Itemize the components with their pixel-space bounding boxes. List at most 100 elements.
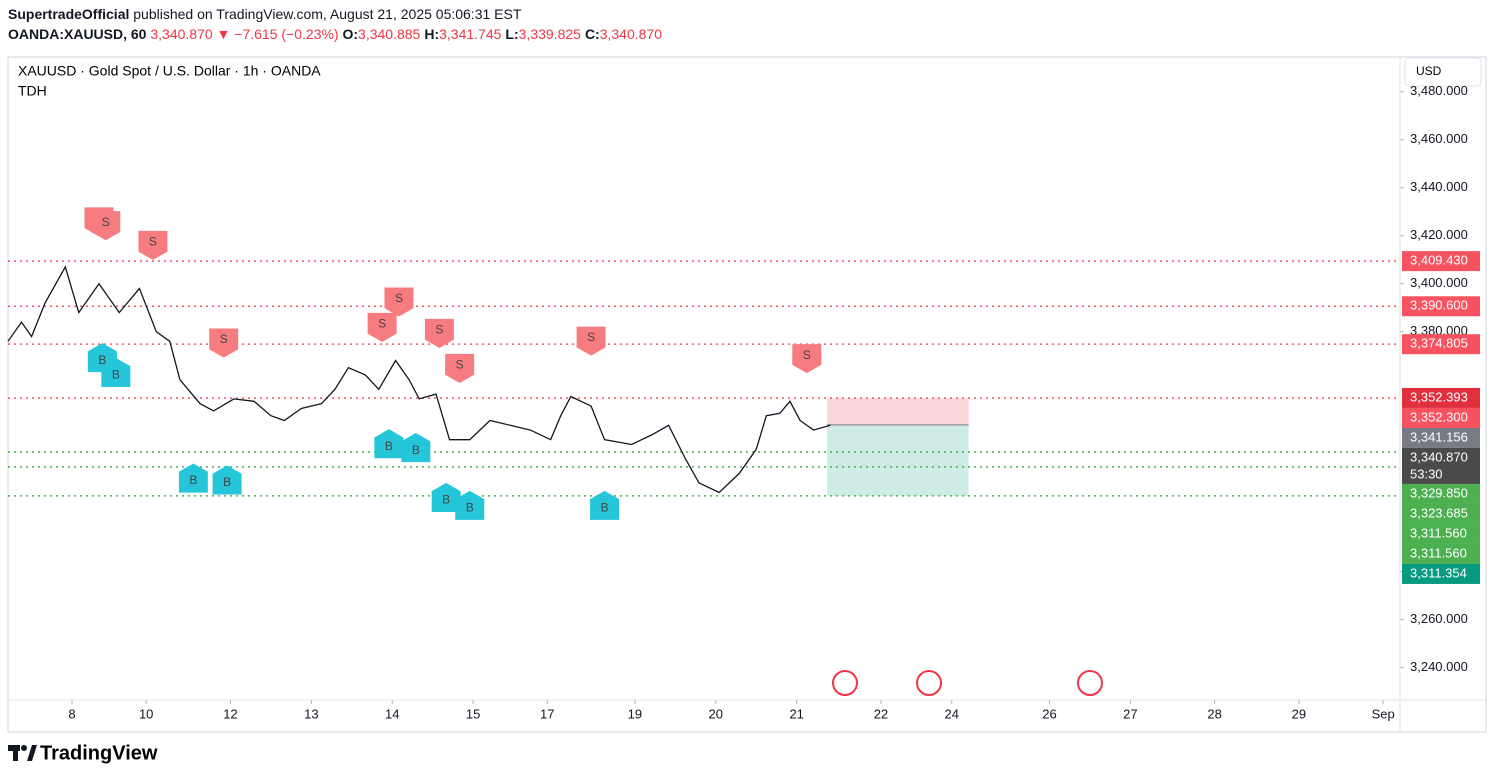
ohlc-key: L: [505, 26, 519, 42]
signal-shape [91, 211, 121, 241]
signal-shape [384, 287, 414, 317]
x-tick-label: 8 [68, 706, 75, 721]
x-tick-label: 24 [944, 706, 958, 721]
y-tick-label: 3,440.000 [1410, 179, 1468, 194]
sell-signal: S [445, 353, 475, 383]
logo: TradingView [8, 742, 158, 764]
buy-signal: B [590, 490, 620, 520]
signal-label: S [803, 348, 811, 362]
price-label: 3,352.393 [1410, 389, 1468, 404]
signal-label: S [395, 291, 403, 305]
sell-signal: S [138, 230, 168, 260]
price-label: 3,311.560 [1410, 525, 1467, 540]
signal-shape [374, 429, 404, 459]
y-tick-label: 3,400.000 [1410, 275, 1468, 290]
signal-shape [424, 318, 454, 348]
y-tick-label: 3,460.000 [1410, 131, 1468, 146]
price-line [7, 265, 831, 494]
y-tick-label: 3,380.000 [1410, 323, 1468, 338]
price-label-countdown: 53:30 [1410, 466, 1443, 481]
price-label-box [1402, 296, 1480, 317]
price-label-box [1402, 483, 1480, 504]
price-label: 3,374.805 [1410, 336, 1468, 351]
logo-part [13, 745, 18, 761]
signal-label: S [456, 358, 464, 372]
signal-label: S [95, 211, 103, 225]
ohlc-value: 3,340.885 [358, 26, 421, 42]
published: published on TradingView.com, August 21,… [133, 6, 522, 22]
currency[interactable]: USD [1416, 64, 1442, 78]
x-tick-label: 19 [628, 706, 642, 721]
signal-label: B [442, 493, 450, 507]
signal-label: S [102, 215, 110, 229]
signal-shape [401, 433, 431, 463]
sell-signal: S [367, 312, 397, 342]
buy-signal: B [431, 482, 461, 513]
price-label-box [1402, 563, 1480, 584]
price-label: 3,341.156 [1410, 429, 1468, 444]
x-tick-label: 29 [1292, 706, 1306, 721]
ohlc-value: 3,339.825 [518, 26, 581, 42]
x-tick-label: 27 [1123, 706, 1137, 721]
x-tick-label: 15 [466, 706, 480, 721]
sell-signal: S [424, 318, 454, 348]
publish-line: SupertradeOfficial published on TradingV… [8, 6, 521, 22]
price-label-box [1402, 447, 1480, 484]
event-flags [832, 670, 1103, 696]
signal-shape [138, 230, 168, 260]
price-label: 3,409.430 [1410, 253, 1468, 268]
price-label: 3,323.685 [1410, 505, 1468, 520]
indicator-name: TDH [18, 83, 47, 99]
event-flag[interactable] [832, 670, 858, 696]
buy-signal: B [401, 433, 431, 463]
chart-frame [7, 56, 1487, 733]
signal-shape [87, 343, 117, 373]
signal-label: S [587, 330, 595, 344]
signal-shape [84, 207, 114, 237]
x-tick-label: 13 [304, 706, 318, 721]
price-label: 3,311.560 [1410, 545, 1467, 560]
sell-signal: S [209, 328, 239, 358]
author[interactable]: SupertradeOfficial [8, 6, 130, 22]
price-label: 3,340.870 [1410, 449, 1468, 464]
signal-shape [792, 344, 822, 374]
signal-label: S [220, 332, 228, 346]
y-tick-label: 3,480.000 [1410, 83, 1468, 98]
price-label-box [1402, 334, 1480, 355]
signal-shape [590, 490, 620, 520]
price-label-box [1402, 503, 1480, 524]
event-flag[interactable] [1077, 670, 1103, 696]
sell-signal: S [91, 211, 121, 241]
x-tick-label: 21 [789, 706, 803, 721]
price-label-box [1402, 427, 1480, 448]
price-label-box [1402, 523, 1480, 544]
signal-label: B [412, 443, 420, 457]
signal-shape [455, 490, 485, 520]
price-label-box [1402, 387, 1480, 408]
sell-signal: S [384, 287, 414, 317]
x-tick-label: 20 [709, 706, 723, 721]
price-label: 3,352.300 [1410, 409, 1468, 424]
signal-label: S [149, 235, 157, 249]
target-zone [827, 424, 969, 496]
buy-signal: B [101, 357, 131, 388]
price-label: 3,311.354 [1410, 565, 1467, 580]
event-flag[interactable] [916, 670, 942, 696]
x-tick-label: 17 [540, 706, 554, 721]
logo-part [8, 745, 20, 751]
price-label-box [1402, 407, 1480, 428]
logo-part [27, 745, 37, 761]
ohlc-value: 3,340.870 [599, 26, 663, 42]
signal-shape [445, 353, 475, 383]
quote-line: OANDA:XAUUSD, 60 3,340.870 ▼ −7.615 (−0.… [8, 26, 666, 42]
currency-button[interactable] [1404, 57, 1482, 87]
change: −7.615 (−0.23%) [234, 26, 339, 42]
signal-shape [178, 463, 208, 493]
signal-label: B [601, 501, 609, 515]
symbol: OANDA:XAUUSD, 60 [8, 26, 147, 42]
signal-label: B [223, 475, 231, 489]
last: 3,340.870 [150, 26, 213, 42]
signal-shape [576, 326, 606, 356]
